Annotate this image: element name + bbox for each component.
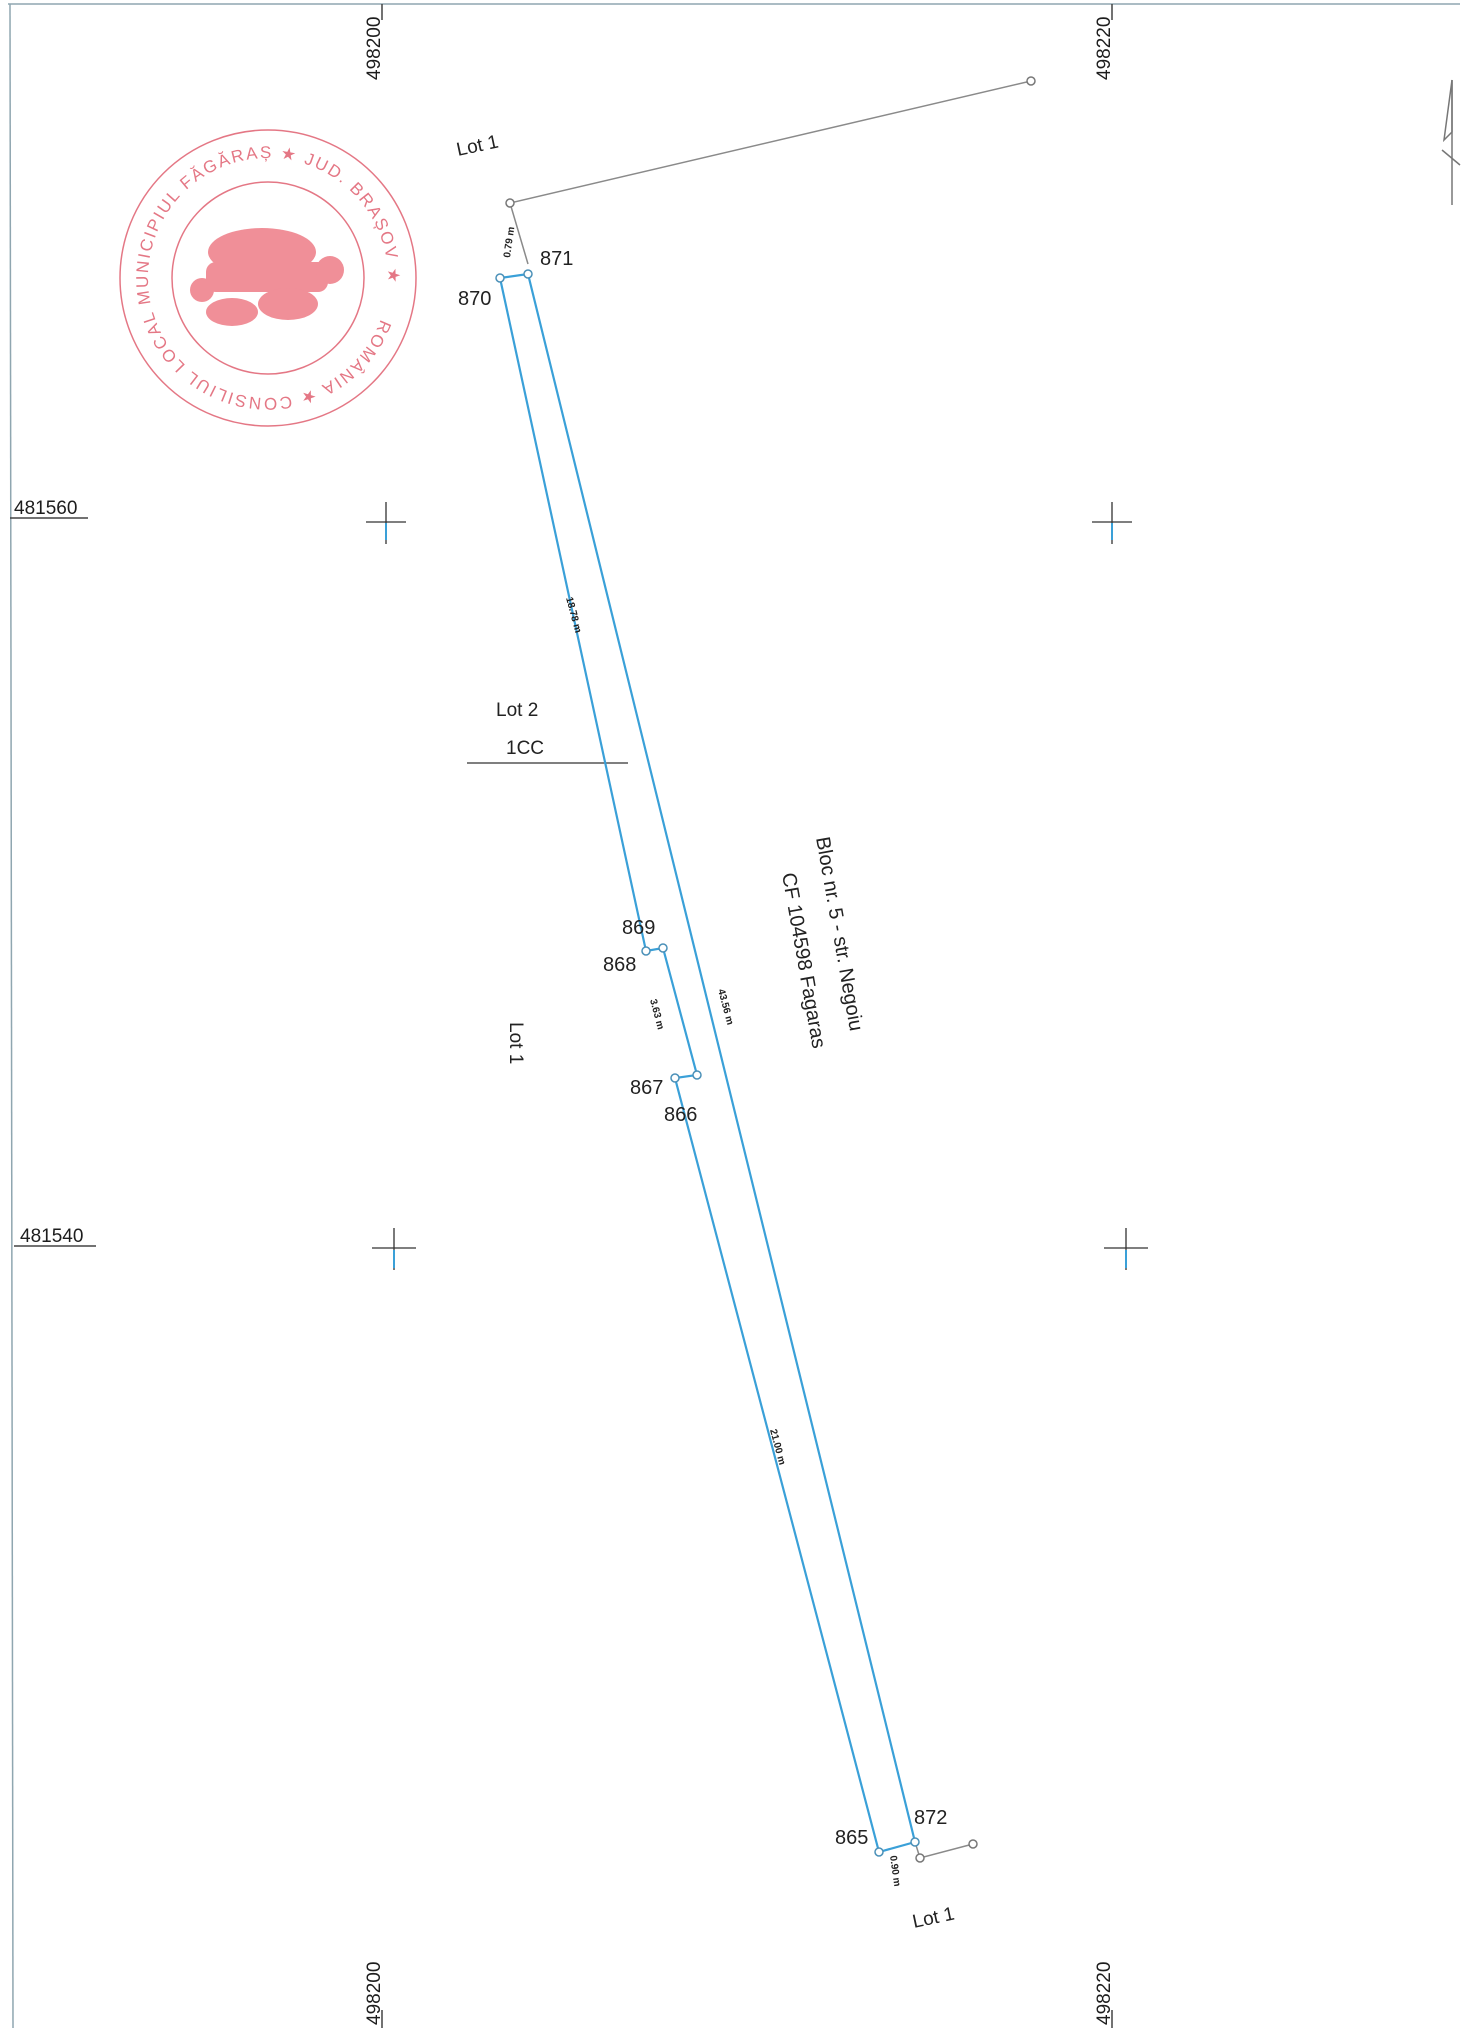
point-label-865: 865 — [835, 1827, 868, 1849]
vertex-865 — [874, 1847, 884, 1857]
municipal-seal: ROMÂNIA ★ CONSILIUL LOCAL MUNICIPIUL FĂG… — [95, 105, 441, 451]
neighbor-boundaries — [509, 80, 1032, 1859]
vertex-872 — [910, 1837, 920, 1847]
grid-y-label-2: 481540 — [20, 1226, 83, 1247]
north-arrow-icon — [1441, 79, 1461, 205]
dimension-label-top: 0.79 m — [502, 226, 517, 258]
dimension-label-notch: 3.63 m — [647, 998, 666, 1031]
seal-coat-of-arms-icon — [190, 228, 344, 326]
dimension-label-upper-left: 18.78 m — [563, 596, 583, 634]
grid-x-label-top-1: 498200 — [364, 17, 385, 80]
grid-ticks — [10, 4, 1113, 2028]
point-label-866: 866 — [664, 1104, 697, 1126]
lot2-label: Lot 2 — [496, 700, 538, 721]
vertex-870 — [495, 273, 505, 283]
vertex-868 — [641, 946, 651, 956]
grid-y-label-1: 481560 — [14, 498, 77, 519]
grid-x-label-bottom-1: 498200 — [364, 1962, 385, 2025]
lot2-code-label: 1CC — [506, 738, 544, 759]
point-label-867: 867 — [630, 1077, 663, 1099]
parcel-vertices — [495, 269, 920, 1857]
vertex-871 — [523, 269, 533, 279]
grid-crosses — [366, 502, 1148, 1270]
grid-cross-accents — [385, 523, 1127, 1268]
point-label-869: 869 — [622, 917, 655, 939]
vertex-869 — [658, 943, 668, 953]
grid-x-label-bottom-2: 498220 — [1094, 1962, 1115, 2025]
parcel-boundary — [498, 272, 917, 1854]
dimension-label-lower-left: 21.00 m — [767, 1428, 787, 1466]
lot1-label-left: Lot 1 — [505, 1022, 526, 1064]
neighbor-vertices — [505, 76, 1036, 1863]
point-label-872: 872 — [914, 1807, 947, 1829]
vertex-867 — [670, 1073, 680, 1083]
lot1-label-top: Lot 1 — [455, 132, 501, 161]
point-label-871: 871 — [540, 248, 573, 270]
point-label-868: 868 — [603, 954, 636, 976]
lot1-label-bottom: Lot 1 — [911, 1904, 957, 1933]
grid-x-label-top-2: 498220 — [1094, 17, 1115, 80]
vertex-866 — [692, 1070, 702, 1080]
dimension-label-bottom: 0.90 m — [887, 1855, 902, 1887]
sheet-frame — [8, 3, 1460, 2028]
dimension-label-right: 43.56 m — [715, 988, 735, 1026]
point-label-870: 870 — [458, 288, 491, 310]
